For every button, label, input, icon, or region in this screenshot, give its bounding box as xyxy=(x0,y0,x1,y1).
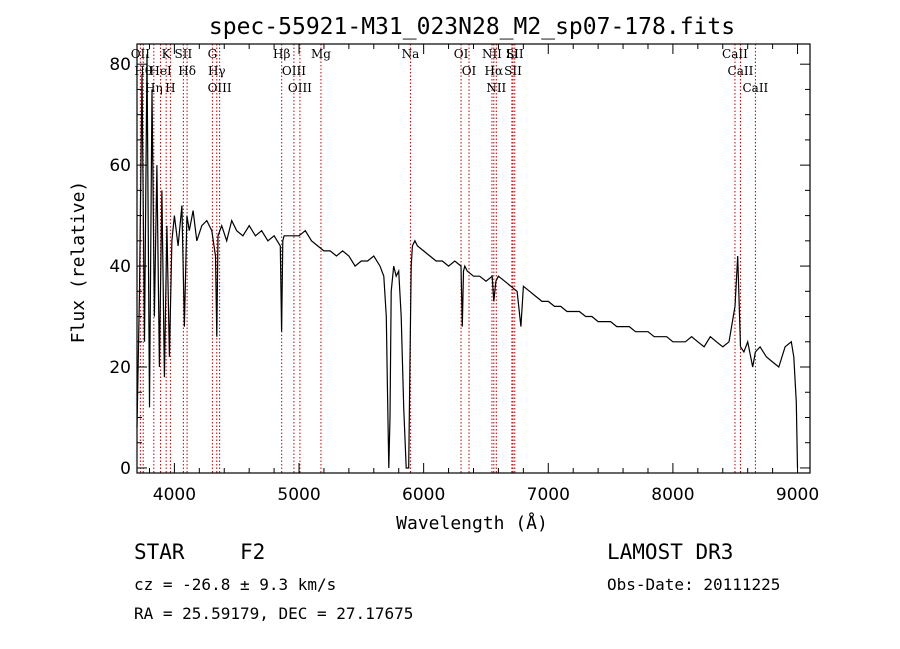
line-label-14: Mg xyxy=(311,47,331,61)
object-subclass: F2 xyxy=(240,540,266,564)
spectral-line-markers xyxy=(139,44,756,473)
coordinates: RA = 25.59179, DEC = 27.17675 xyxy=(134,604,414,623)
line-label-4: K xyxy=(162,47,172,61)
line-label-3: HeI xyxy=(149,64,172,78)
line-label-24: CaII xyxy=(722,47,748,61)
line-label-8: G xyxy=(208,47,218,61)
line-label-23: SII xyxy=(506,47,524,61)
spectrum-line xyxy=(136,54,799,469)
line-label-11: Hβ xyxy=(273,47,290,61)
y-tick-label: 80 xyxy=(109,55,131,75)
line-label-25: CaII xyxy=(728,64,754,78)
x-tick-label: 9000 xyxy=(776,485,819,505)
object-class: STAR xyxy=(134,540,185,564)
line-label-10: OIII xyxy=(208,81,232,95)
line-label-7: Hδ xyxy=(178,64,196,78)
observation-date: Obs-Date: 20111225 xyxy=(607,575,781,594)
line-label-20: NII xyxy=(486,81,506,95)
x-tick-label: 6000 xyxy=(402,485,445,505)
x-axis-title: Wavelength (Å) xyxy=(396,512,548,534)
line-label-9: Hγ xyxy=(208,64,226,78)
line-label-15: Na xyxy=(402,47,420,61)
line-label-13: OIII xyxy=(288,81,312,95)
y-axis-title: Flux (relative) xyxy=(68,181,89,344)
y-tick-label: 0 xyxy=(120,459,131,479)
redshift-velocity: cz = -26.8 ± 9.3 km/s xyxy=(134,575,337,594)
y-tick-label: 60 xyxy=(109,156,131,176)
line-label-17: OI xyxy=(462,64,477,78)
line-label-19: Hα xyxy=(485,64,504,78)
x-tick-label: 4000 xyxy=(153,485,196,505)
line-label-5: H xyxy=(165,81,175,95)
chart-title: spec-55921-M31_023N28_M2_sp07-178.fits xyxy=(209,14,735,40)
line-label-16: OI xyxy=(454,47,469,61)
plot-frame xyxy=(136,43,811,474)
line-label-6: SII xyxy=(175,47,193,61)
y-tick-label: 20 xyxy=(109,358,131,378)
line-label-26: CaII xyxy=(742,81,768,95)
axis-ticks: 4000 5000 6000 7000 8000 9000 0 20 40 60 80 xyxy=(109,44,819,505)
line-label-0: OII xyxy=(131,47,151,61)
x-tick-label: 8000 xyxy=(651,485,694,505)
x-tick-label: 7000 xyxy=(527,485,570,505)
line-label-12: OIII xyxy=(282,64,306,78)
line-label-18: NII xyxy=(482,47,502,61)
x-tick-label: 5000 xyxy=(277,485,320,505)
survey-name: LAMOST DR3 xyxy=(607,540,734,564)
line-label-21: Li xyxy=(506,47,518,61)
line-label-22: SII xyxy=(504,64,522,78)
line-label-2: Hη xyxy=(145,81,163,95)
y-tick-label: 40 xyxy=(109,257,131,277)
